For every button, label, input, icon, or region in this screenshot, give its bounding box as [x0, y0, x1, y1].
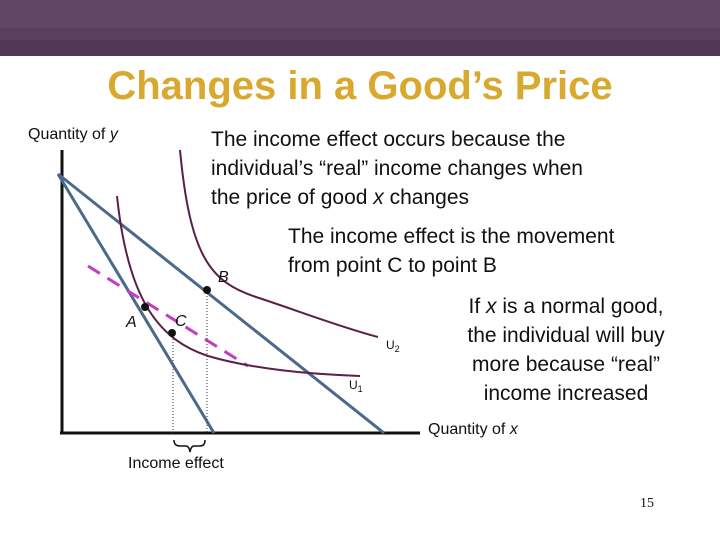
banner-texture	[0, 0, 720, 56]
note1-line1: The income effect occurs because the	[211, 128, 566, 151]
annotation-normal-good: If x is a normal good, the individual wi…	[446, 292, 686, 408]
point-c-marker	[168, 329, 176, 337]
curve-u1-label: U1	[349, 378, 363, 394]
point-a-marker	[141, 303, 149, 311]
indifference-curve-u1	[116, 195, 361, 377]
header-banner	[0, 0, 720, 56]
point-b-marker	[203, 286, 211, 294]
x-axis-label-var: x	[509, 421, 518, 438]
annotation-income-effect-cause: The income effect occurs because the ind…	[211, 125, 583, 212]
annotation-movement-c-to-b: The income effect is the movement from p…	[288, 222, 614, 280]
point-b-label: B	[218, 269, 229, 286]
note1-line3: the price of good x changes	[211, 186, 470, 209]
indifference-curve-u2	[179, 149, 379, 338]
y-axis-label-var: y	[109, 126, 118, 143]
compensated-budget-line	[87, 264, 249, 368]
note2-line2: from point C to point B	[288, 254, 497, 277]
x-axis-label: Quantity of x	[428, 421, 518, 439]
y-axis-label: Quantity of y	[28, 126, 118, 144]
note3-line4: income increased	[483, 382, 649, 405]
point-c-label: C	[175, 313, 187, 330]
note3-line2: the individual will buy	[467, 324, 665, 347]
note2-line1: The income effect is the movement	[288, 225, 615, 248]
y-axis-label-text: Quantity of	[28, 126, 110, 143]
note3-line3: more because “real”	[472, 353, 660, 376]
curve-u2-label: U2	[386, 338, 400, 354]
x-axis-label-text: Quantity of	[428, 421, 510, 438]
note1-line2: individual’s “real” income changes when	[211, 157, 583, 180]
income-effect-label: Income effect	[128, 455, 224, 472]
slide-title: Changes in a Good’s Price	[107, 64, 613, 108]
income-effect-bracket	[173, 439, 206, 453]
page-number: 15	[640, 496, 654, 511]
original-budget-line	[56, 173, 216, 434]
note3-line1: If x is a normal good,	[468, 295, 664, 318]
point-a-label: A	[125, 314, 137, 331]
new-budget-line	[57, 172, 385, 435]
